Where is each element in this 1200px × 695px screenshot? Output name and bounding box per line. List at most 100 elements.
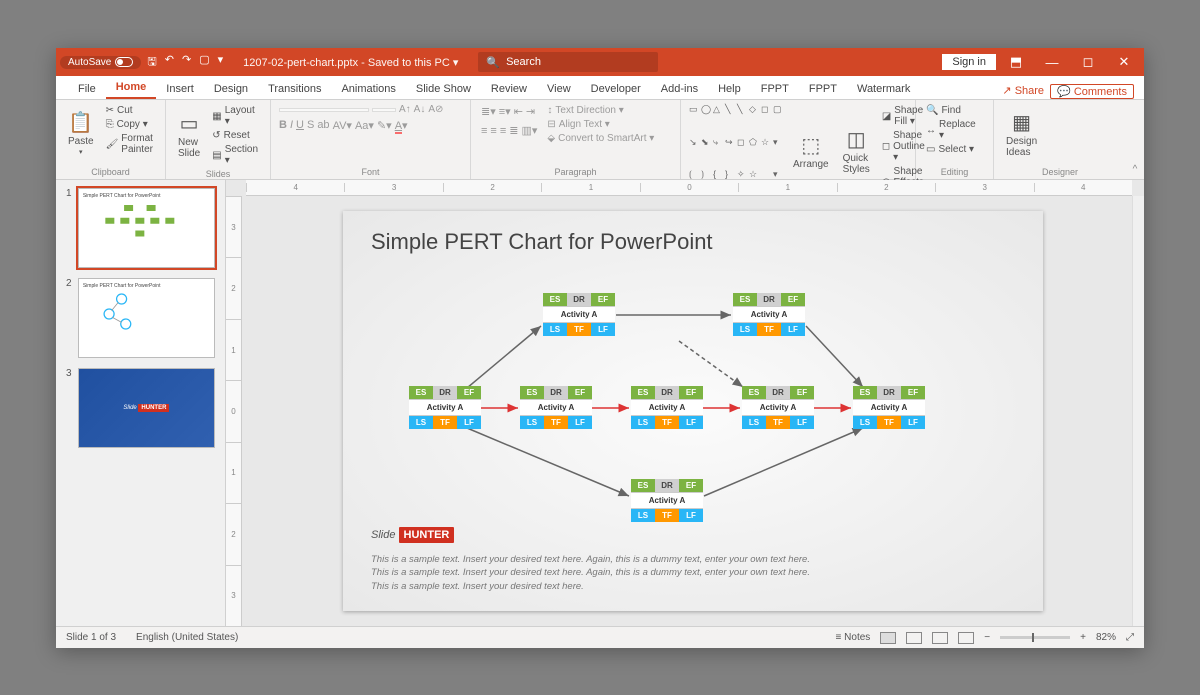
search-box[interactable]: 🔍 Search <box>478 52 658 72</box>
indent-right-icon[interactable]: ⇥ <box>526 105 535 118</box>
zoom-out-icon[interactable]: − <box>984 632 990 643</box>
reading-view-icon[interactable] <box>932 632 948 644</box>
align-center-icon[interactable]: ≡ <box>490 125 496 137</box>
zoom-in-icon[interactable]: + <box>1080 632 1086 643</box>
notes-button[interactable]: ≡ Notes <box>836 632 871 643</box>
close-icon[interactable]: ✕ <box>1108 54 1140 70</box>
font-size-select[interactable] <box>372 108 396 112</box>
cut-button[interactable]: ✂ Cut <box>104 104 157 117</box>
ruler-horizontal: 432101234 <box>246 180 1132 196</box>
layout-button[interactable]: ▦ Layout ▾ <box>210 104 262 128</box>
minimize-icon[interactable]: — <box>1036 55 1068 70</box>
maximize-icon[interactable]: ◻ <box>1072 54 1104 70</box>
ribbon: 📋Paste▾ ✂ Cut ⎘ Copy ▾ 🖌 Format Painter … <box>56 100 1144 180</box>
align-text-button[interactable]: ⊟ Align Text ▾ <box>545 118 656 131</box>
zoom-slider[interactable] <box>1000 636 1070 639</box>
slideshow-view-icon[interactable] <box>958 632 974 644</box>
bullets-icon[interactable]: ≣▾ <box>481 105 496 118</box>
tab-review[interactable]: Review <box>481 79 537 99</box>
align-right-icon[interactable]: ≡ <box>500 125 506 137</box>
tab-home[interactable]: Home <box>106 77 157 99</box>
pert-node: ESDREFActivity ALSTFLF <box>733 293 805 336</box>
undo-icon[interactable]: ↶ <box>165 53 174 72</box>
indent-left-icon[interactable]: ⇤ <box>514 105 523 118</box>
thumb-number: 2 <box>66 278 74 358</box>
document-title[interactable]: 1207-02-pert-chart.pptx - Saved to this … <box>243 56 458 69</box>
signin-button[interactable]: Sign in <box>942 54 996 70</box>
slide-title: Simple PERT Chart for PowerPoint <box>371 229 713 255</box>
language-indicator[interactable]: English (United States) <box>136 632 238 643</box>
zoom-level[interactable]: 82% <box>1096 632 1116 643</box>
case-button[interactable]: Aa▾ <box>355 119 374 132</box>
sorter-view-icon[interactable] <box>906 632 922 644</box>
tab-animations[interactable]: Animations <box>331 79 405 99</box>
grow-font-icon[interactable]: A↑ <box>399 104 411 115</box>
replace-button[interactable]: ↔ Replace ▾ <box>924 118 985 142</box>
design-ideas-button[interactable]: ▦Design Ideas <box>1002 104 1041 165</box>
collapse-ribbon-icon[interactable]: ^ <box>1126 100 1144 179</box>
status-bar: Slide 1 of 3 English (United States) ≡ N… <box>56 626 1144 648</box>
select-button[interactable]: ▭ Select ▾ <box>924 143 985 156</box>
tab-design[interactable]: Design <box>204 79 258 99</box>
columns-icon[interactable]: ▥▾ <box>521 124 537 137</box>
new-slide-icon: ▭ <box>180 113 199 135</box>
align-left-icon[interactable]: ≡ <box>481 125 487 137</box>
tab-help[interactable]: Help <box>708 79 751 99</box>
copy-button[interactable]: ⎘ Copy ▾ <box>104 118 157 131</box>
save-icon[interactable]: 🖫 <box>147 53 156 72</box>
justify-icon[interactable]: ≣ <box>509 124 518 137</box>
slide-counter[interactable]: Slide 1 of 3 <box>66 632 116 643</box>
section-button[interactable]: ▤ Section ▾ <box>210 143 262 167</box>
spacing-button[interactable]: AV▾ <box>333 119 352 132</box>
font-color-icon[interactable]: A▾ <box>395 119 408 132</box>
tab-addins[interactable]: Add-ins <box>651 79 708 99</box>
ribbon-options-icon[interactable]: ⬒ <box>1000 54 1032 70</box>
redo-icon[interactable]: ↷ <box>182 53 191 72</box>
paste-button[interactable]: 📋Paste▾ <box>64 104 98 165</box>
reset-button[interactable]: ↺ Reset <box>210 129 262 142</box>
format-painter-button[interactable]: 🖌 Format Painter <box>104 132 157 156</box>
shrink-font-icon[interactable]: A↓ <box>414 104 426 115</box>
comments-button[interactable]: 💬 Comments <box>1050 84 1134 99</box>
find-button[interactable]: 🔍 Find <box>924 104 985 117</box>
smartart-button[interactable]: ⬙ Convert to SmartArt ▾ <box>545 132 656 145</box>
text-direction-button[interactable]: ↕ Text Direction ▾ <box>545 104 656 117</box>
slide-thumbnail-2[interactable]: Simple PERT Chart for PowerPoint <box>78 278 215 358</box>
normal-view-icon[interactable] <box>880 632 896 644</box>
ribbon-tabs: File Home Insert Design Transitions Anim… <box>56 76 1144 100</box>
slide-thumbnail-1[interactable]: Simple PERT Chart for PowerPoint <box>78 188 215 268</box>
underline-button[interactable]: U <box>296 119 304 132</box>
strike-button[interactable]: S <box>307 119 314 132</box>
slide-thumbnail-3[interactable]: Slide HUNTER <box>78 368 215 448</box>
tab-slideshow[interactable]: Slide Show <box>406 79 481 99</box>
share-button[interactable]: ↗ Share <box>1002 84 1044 99</box>
tab-file[interactable]: File <box>68 79 106 99</box>
fit-to-window-icon[interactable]: ⤢ <box>1126 632 1134 643</box>
shadow-button[interactable]: ab <box>317 119 329 132</box>
pert-node: ESDREFActivity ALSTFLF <box>543 293 615 336</box>
clear-format-icon[interactable]: A⊘ <box>428 104 443 115</box>
slidehunter-logo: Slide HUNTER <box>371 529 454 541</box>
tab-fppt2[interactable]: FPPT <box>799 79 847 99</box>
tab-fppt1[interactable]: FPPT <box>751 79 799 99</box>
group-slides: ▭New Slide ▦ Layout ▾ ↺ Reset ▤ Section … <box>166 100 271 179</box>
qat-more-icon[interactable]: ▾ <box>218 53 224 72</box>
font-family-select[interactable] <box>279 108 369 112</box>
vertical-scrollbar[interactable] <box>1132 196 1144 626</box>
arrange-icon: ⬚ <box>801 135 820 157</box>
slide-canvas[interactable]: Simple PERT Chart for PowerPoint ESDREFA… <box>343 211 1043 611</box>
new-slide-button[interactable]: ▭New Slide <box>174 104 204 167</box>
tab-watermark[interactable]: Watermark <box>847 79 920 99</box>
tab-transitions[interactable]: Transitions <box>258 79 331 99</box>
toggle-off-icon <box>115 57 133 67</box>
numbering-icon[interactable]: ≡▾ <box>499 105 511 118</box>
italic-button[interactable]: I <box>290 119 293 132</box>
tab-developer[interactable]: Developer <box>581 79 651 99</box>
present-icon[interactable]: ▢ <box>199 53 209 72</box>
tab-view[interactable]: View <box>537 79 581 99</box>
autosave-toggle[interactable]: AutoSave <box>60 56 141 69</box>
highlight-icon[interactable]: ✎▾ <box>377 119 392 132</box>
ruler-vertical: 3210123 <box>226 196 242 626</box>
tab-insert[interactable]: Insert <box>156 79 204 99</box>
bold-button[interactable]: B <box>279 119 287 132</box>
